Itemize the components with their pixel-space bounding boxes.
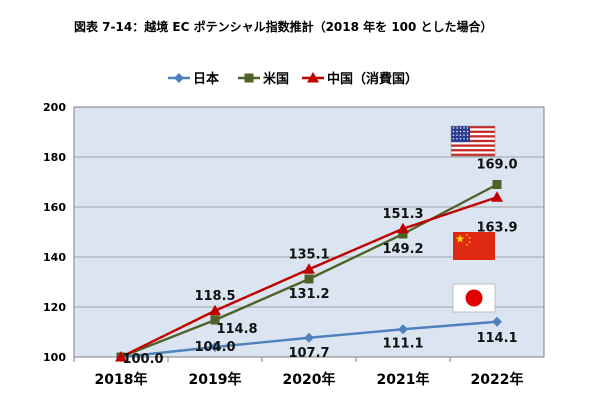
data-point-2-4 xyxy=(491,191,503,202)
flag-disc xyxy=(465,289,483,307)
flag-star xyxy=(465,233,469,237)
data-label: 107.7 xyxy=(288,346,329,361)
legend: 日本 米国 中国（消費国） xyxy=(168,71,418,87)
flag-star xyxy=(456,130,458,133)
data-point-1-2 xyxy=(304,274,314,284)
data-point-1-3 xyxy=(398,229,408,239)
flag-star xyxy=(468,236,471,240)
flag-stripe xyxy=(451,126,495,129)
legend-marker xyxy=(307,72,319,83)
flag-star xyxy=(463,130,465,133)
flag-star xyxy=(452,130,455,133)
legend-label: 日本 xyxy=(193,71,219,87)
legend-label: 米国 xyxy=(263,71,289,87)
y-tick-label: 100 xyxy=(43,351,66,364)
series-markers xyxy=(115,180,503,362)
data-label: 149.2 xyxy=(382,242,423,257)
flag-star xyxy=(452,138,455,140)
flag-star xyxy=(452,127,455,129)
x-tick-label: 2019年 xyxy=(189,371,242,388)
data-point-0-3 xyxy=(398,324,408,335)
flag-star xyxy=(466,138,469,140)
flag-star xyxy=(466,130,469,133)
flag-star xyxy=(456,127,458,129)
flags xyxy=(450,125,496,313)
page-title: 図表 7-14：越境 EC ポテンシャル指数推計（2018 年を 100 とした… xyxy=(74,20,493,34)
y-tick-label: 180 xyxy=(43,151,66,164)
flag-stripe xyxy=(451,153,495,157)
data-point-0-4 xyxy=(492,316,502,327)
data-point-2-0 xyxy=(115,351,127,362)
flag-stripe xyxy=(451,132,495,136)
flag-stripe xyxy=(451,137,495,141)
flag-star xyxy=(456,138,458,140)
data-point-2-2 xyxy=(303,263,315,274)
data-label: 114.8 xyxy=(216,322,257,337)
flag-stripe xyxy=(451,151,495,154)
data-point-0-2 xyxy=(304,332,314,343)
data-label: 100.0 xyxy=(122,352,163,367)
flag-star xyxy=(455,234,465,243)
flag-field xyxy=(453,232,495,260)
flag-star xyxy=(452,134,455,136)
x-tick-label: 2022年 xyxy=(471,371,524,388)
data-label: 169.0 xyxy=(476,158,517,173)
data-labels: 100.0 104.0 107.7 111.1 114.1 114.8 131.2 149.2… xyxy=(122,158,517,368)
flag-border xyxy=(450,125,496,157)
legend-marker xyxy=(244,73,254,83)
x-tick-label: 2020年 xyxy=(283,371,336,388)
flag-stripe xyxy=(451,149,495,152)
x-axis-ticks: 2018年 2019年 2020年 2021年 2022年 xyxy=(73,357,524,388)
x-tick-label: 2021年 xyxy=(377,371,430,388)
data-label: 163.9 xyxy=(476,220,517,235)
flag-star xyxy=(463,138,465,140)
data-point-1-1 xyxy=(210,315,220,325)
flag-stripe xyxy=(451,144,495,147)
data-label: 111.1 xyxy=(382,336,423,351)
data-label: 118.5 xyxy=(194,289,235,304)
japan-flag-icon xyxy=(452,283,496,313)
usa-flag-icon xyxy=(450,125,496,157)
flag-star xyxy=(459,127,462,129)
flag-star xyxy=(456,134,458,136)
data-point-2-3 xyxy=(397,222,409,234)
data-point-1-4 xyxy=(492,180,502,189)
y-tick-label: 120 xyxy=(43,301,66,314)
flag-stripe xyxy=(451,135,495,138)
flag-star xyxy=(468,240,471,244)
flag-stripe xyxy=(451,142,495,145)
legend-marker xyxy=(174,73,184,83)
flag-stripe xyxy=(451,146,495,150)
flag-stripe xyxy=(451,139,495,143)
data-point-0-1 xyxy=(210,342,220,352)
data-label: 151.3 xyxy=(382,207,423,222)
data-label: 135.1 xyxy=(288,247,329,262)
data-label: 114.1 xyxy=(476,331,517,346)
y-tick-label: 200 xyxy=(43,101,66,114)
flag-star xyxy=(463,134,465,136)
flag-star xyxy=(465,243,469,247)
flag-star xyxy=(459,134,462,136)
china-flag-icon xyxy=(453,232,495,260)
x-tick-label: 2018年 xyxy=(95,371,148,388)
data-point-2-1 xyxy=(209,304,221,316)
flag-star xyxy=(466,127,469,129)
y-axis-ticks: 100 120 140 160 180 200 xyxy=(43,101,66,364)
flag-star xyxy=(466,134,469,136)
flag-star xyxy=(459,138,462,140)
y-tick-label: 140 xyxy=(43,251,66,264)
legend-label: 中国（消費国） xyxy=(327,71,418,87)
flag-star xyxy=(459,130,462,133)
data-label: 131.2 xyxy=(288,287,329,302)
flag-star xyxy=(463,127,465,129)
flag-stripe xyxy=(451,128,495,131)
flag-stripe xyxy=(451,130,495,134)
flag-canton xyxy=(451,126,470,143)
y-tick-label: 160 xyxy=(43,201,66,214)
data-label: 104.0 xyxy=(194,340,235,355)
